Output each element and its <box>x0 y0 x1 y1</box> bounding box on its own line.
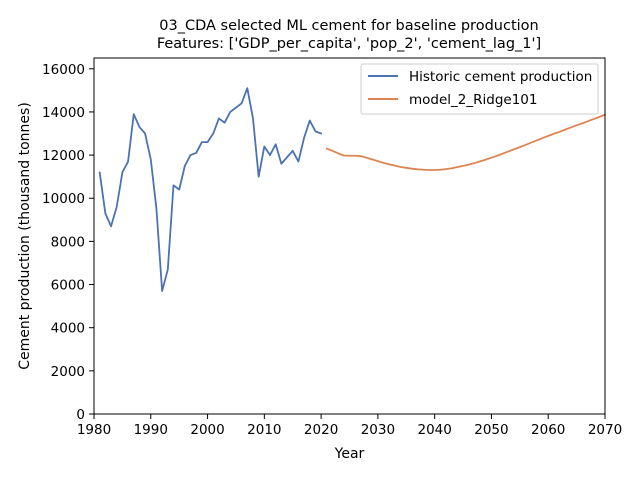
chart-title: 03_CDA selected ML cement for baseline p… <box>159 18 538 34</box>
y-tick-label: 4000 <box>51 321 85 337</box>
y-tick-label: 8000 <box>51 234 85 250</box>
series-line-model <box>325 113 606 171</box>
x-tick-label: 2000 <box>190 422 224 438</box>
legend-label-historic: Historic cement production <box>409 69 592 85</box>
x-tick-label: 2060 <box>531 422 565 438</box>
y-axis-label: Cement production (thousand tonnes) <box>17 102 33 370</box>
legend: Historic cement production model_2_Ridge… <box>360 63 599 115</box>
x-tick-label: 2020 <box>304 422 338 438</box>
x-tick-label: 2010 <box>247 422 281 438</box>
y-tick-label: 14000 <box>42 105 85 121</box>
x-tick-label: 1980 <box>77 422 111 438</box>
x-axis-label: Year <box>334 446 365 462</box>
legend-label-model: model_2_Ridge101 <box>409 92 537 108</box>
y-tick-label: 0 <box>76 407 85 423</box>
plot-area: 1980 1990 2000 2010 2020 2030 2040 2050 2060 2070… <box>42 62 622 438</box>
y-tick-label: 10000 <box>42 191 85 207</box>
x-tick-label: 2040 <box>417 422 451 438</box>
x-tick-label: 2070 <box>588 422 622 438</box>
y-tick-label: 6000 <box>51 278 85 294</box>
axes-frame <box>93 57 606 415</box>
x-tick-label: 2050 <box>474 422 508 438</box>
y-tick-label: 2000 <box>51 364 85 380</box>
x-tick-label: 2030 <box>361 422 395 438</box>
x-tick-label: 1990 <box>134 422 168 438</box>
y-tick-label: 12000 <box>42 148 85 164</box>
legend-box <box>360 63 599 115</box>
y-tick-label: 16000 <box>42 62 85 78</box>
series-line-historic <box>98 87 323 292</box>
chart-subtitle: Features: ['GDP_per_capita', 'pop_2', 'c… <box>157 36 541 52</box>
